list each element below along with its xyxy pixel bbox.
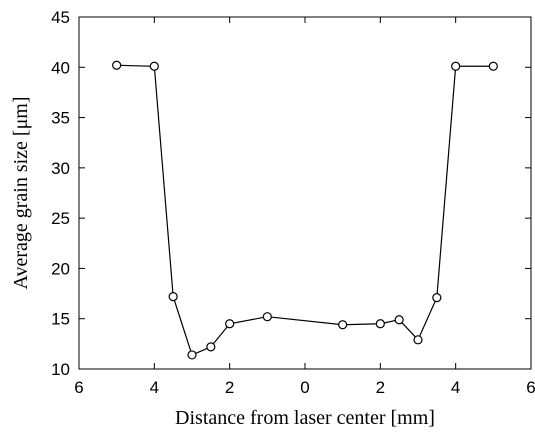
y-tick-label: 45	[51, 8, 70, 27]
data-point	[262, 312, 272, 322]
data-point	[187, 350, 197, 360]
x-tick-label: 4	[451, 378, 460, 397]
x-tick-label: 0	[300, 378, 309, 397]
y-tick-label: 30	[51, 159, 70, 178]
data-point	[413, 335, 423, 345]
data-point	[206, 342, 216, 352]
y-tick-label: 35	[51, 109, 70, 128]
data-point	[338, 320, 348, 330]
data-point	[375, 319, 385, 329]
y-axis-title: Average grain size [μm]	[10, 96, 32, 289]
data-point	[225, 319, 235, 329]
data-point	[451, 61, 461, 71]
x-tick-label: 6	[526, 378, 535, 397]
y-tick-label: 10	[51, 360, 70, 379]
data-point	[149, 61, 159, 71]
y-tick-label: 40	[51, 58, 70, 77]
y-tick-label: 20	[51, 259, 70, 278]
x-tick-label: 2	[225, 378, 234, 397]
data-point	[112, 60, 122, 70]
data-point	[168, 291, 178, 302]
plot-frame	[78, 16, 532, 370]
x-tick-label: 4	[150, 378, 159, 397]
data-point	[432, 292, 442, 303]
y-tick-label: 15	[51, 310, 70, 329]
x-tick-label: 2	[376, 378, 385, 397]
y-tick-label: 25	[51, 209, 70, 228]
x-axis: 6 4 2 0 2 4 6	[74, 17, 535, 397]
y-axis: 10 15 20 25 30 35 40 45	[51, 8, 531, 379]
series-line	[116, 64, 494, 356]
x-axis-title: Distance from laser center [mm]	[175, 407, 435, 429]
x-tick-label: 6	[74, 378, 83, 397]
series-markers	[112, 60, 498, 360]
data-point	[394, 315, 404, 325]
data-point	[488, 61, 498, 71]
